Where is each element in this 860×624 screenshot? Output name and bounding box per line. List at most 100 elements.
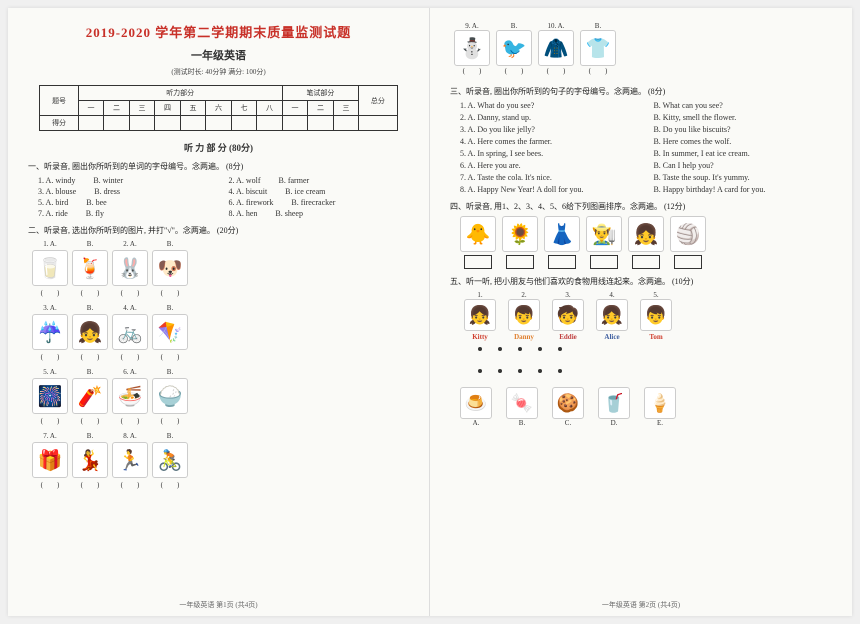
connect-dot[interactable] (498, 347, 502, 351)
answer-paren[interactable]: ( ) (547, 66, 566, 76)
meta: (测试时长: 40分钟 满分: 100分) (28, 67, 409, 77)
q2-label: 9. A. (465, 22, 478, 30)
answer-paren[interactable]: ( ) (81, 288, 100, 298)
th-score: 得分 (40, 116, 78, 131)
answer-paren[interactable]: ( ) (121, 352, 140, 362)
q4-item: 👧 (628, 216, 664, 269)
q2-label: B. (87, 304, 93, 312)
q2-item: B.👧( ) (72, 304, 108, 362)
answer-paren[interactable]: ( ) (81, 416, 100, 426)
answer-paren[interactable]: ( ) (161, 416, 180, 426)
q5-kid: 4.👧Alice (596, 291, 628, 341)
answer-box[interactable] (548, 255, 576, 269)
kid-name: Eddie (559, 333, 577, 341)
connect-dot[interactable] (518, 347, 522, 351)
q3-b: B. Kitty, smell the flower. (653, 113, 832, 122)
q3-list: 1. A. What do you see?B. What can you se… (450, 101, 832, 194)
picture-icon: 🪁 (152, 314, 188, 350)
kid-num: 4. (609, 291, 614, 299)
q2-item: B.🐦( ) (496, 22, 532, 76)
q1-b: B. ice cream (285, 187, 325, 196)
answer-paren[interactable]: ( ) (121, 288, 140, 298)
answer-paren[interactable]: ( ) (121, 416, 140, 426)
connect-dot[interactable] (558, 347, 562, 351)
answer-paren[interactable]: ( ) (41, 416, 60, 426)
answer-paren[interactable]: ( ) (121, 480, 140, 490)
answer-paren[interactable]: ( ) (41, 480, 60, 490)
q2-item: 4. A. 🚲 ( ) (112, 304, 148, 362)
answer-paren[interactable]: ( ) (81, 480, 100, 490)
q1-b: B. firecracker (291, 198, 335, 207)
answer-paren[interactable]: ( ) (161, 352, 180, 362)
q3-b: B. In summer, I eat ice cream. (653, 149, 832, 158)
page-1: 2019-2020 学年第二学期期末质量监测试题 一年级英语 (测试时长: 40… (8, 8, 430, 616)
answer-paren[interactable]: ( ) (589, 66, 608, 76)
q5-food: 🍪C. (552, 387, 584, 427)
answer-paren[interactable]: ( ) (41, 288, 60, 298)
connect-dot[interactable] (478, 369, 482, 373)
th-listen: 听力部分 (78, 86, 282, 101)
q2-item: 3. A.☔( ) (32, 304, 68, 362)
connect-dot[interactable] (498, 369, 502, 373)
picture-icon: 🚲 (112, 314, 148, 350)
food-label: D. (611, 419, 618, 427)
listening-title: 听 力 部 分 (80分) (28, 141, 409, 154)
col-header: 三 (129, 101, 155, 116)
kid-num: 5. (653, 291, 658, 299)
picture-icon: 🚴 (152, 442, 188, 478)
q2-label: B. (87, 240, 93, 248)
answer-paren[interactable]: ( ) (505, 66, 524, 76)
q2-label: 10. A. (548, 22, 565, 30)
exam-sheet: 2019-2020 学年第二学期期末质量监测试题 一年级英语 (测试时长: 40… (8, 8, 852, 616)
th-label: 题号 (40, 86, 78, 116)
q3-row: 3. A. Do you like jelly?B. Do you like b… (460, 125, 832, 134)
q5-food: 🍮A. (460, 387, 492, 427)
food-icon: 🍬 (506, 387, 538, 419)
kid-name: Kitty (472, 333, 488, 341)
food-label: C. (565, 419, 571, 427)
answer-paren[interactable]: ( ) (41, 352, 60, 362)
answer-box[interactable] (506, 255, 534, 269)
q5-kid: 5.👦Tom (640, 291, 672, 341)
q2-row: 5. A.🎆( )B.🧨( )6. A.🍜( )B.🍚( ) (28, 368, 409, 426)
q2-label: B. (87, 368, 93, 376)
q4-row: 🐥🌻👗👨‍🌾👧🏐 (450, 216, 832, 269)
food-icon: 🥤 (598, 387, 630, 419)
food-label: A. (473, 419, 480, 427)
answer-box[interactable] (674, 255, 702, 269)
answer-paren[interactable]: ( ) (463, 66, 482, 76)
q5-food: 🍦E. (644, 387, 676, 427)
answer-box[interactable] (632, 255, 660, 269)
q1-a: 3. A. blouse (38, 187, 76, 196)
q3-b: B. What can you see? (653, 101, 832, 110)
q2-item: 6. A.🍜( ) (112, 368, 148, 426)
connect-dot[interactable] (478, 347, 482, 351)
kid-name: Danny (514, 333, 534, 341)
q4-instr: 四、听录音, 用1、2、3、4、5、6给下列图画排序。念两遍。 (12分) (450, 201, 832, 212)
picture-icon: 🧥 (538, 30, 574, 66)
connect-dot[interactable] (558, 369, 562, 373)
kid-num: 2. (521, 291, 526, 299)
q5-food: 🥤D. (598, 387, 630, 427)
col-header: 八 (257, 101, 283, 116)
picture-icon: 🐥 (460, 216, 496, 252)
q1-instr: 一、听录音, 圈出你所听到的单词的字母编号。念两遍。 (8分) (28, 161, 409, 172)
q2-label: 6. A. (123, 368, 136, 376)
answer-paren[interactable]: ( ) (161, 288, 180, 298)
kid-num: 1. (477, 291, 482, 299)
answer-box[interactable] (464, 255, 492, 269)
q1-b: B. winter (93, 176, 123, 185)
connect-dot[interactable] (538, 369, 542, 373)
col-header: 六 (206, 101, 232, 116)
q3-b: B. Can I help you? (653, 161, 832, 170)
answer-box[interactable] (590, 255, 618, 269)
connect-dot[interactable] (518, 369, 522, 373)
answer-paren[interactable]: ( ) (161, 480, 180, 490)
q3-row: 2. A. Danny, stand up.B. Kitty, smell th… (460, 113, 832, 122)
q2-label: 4. A. (123, 304, 136, 312)
connect-dot[interactable] (538, 347, 542, 351)
q1-a: 2. A. wolf (229, 176, 261, 185)
kid-icon: 👦 (508, 299, 540, 331)
answer-paren[interactable]: ( ) (81, 352, 100, 362)
q2-item: 1. A.🥛( ) (32, 240, 68, 298)
